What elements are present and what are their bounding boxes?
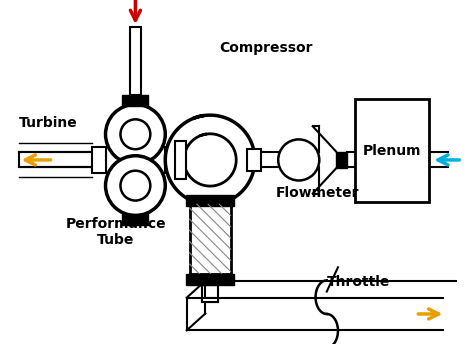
Text: Throttle: Throttle: [327, 275, 390, 289]
Circle shape: [278, 139, 319, 180]
Bar: [186, 195, 234, 206]
Text: Turbine: Turbine: [18, 116, 77, 130]
Bar: [92, 147, 106, 173]
Circle shape: [120, 119, 150, 149]
Bar: [355, 99, 429, 202]
Text: Flowmeter: Flowmeter: [275, 186, 359, 200]
Text: Plenum: Plenum: [363, 144, 421, 158]
Bar: [201, 286, 219, 302]
Polygon shape: [165, 115, 255, 205]
Text: Compressor: Compressor: [219, 41, 313, 56]
Bar: [247, 149, 262, 171]
Bar: [130, 27, 141, 95]
Bar: [186, 274, 234, 286]
Bar: [201, 197, 219, 204]
Circle shape: [120, 171, 150, 200]
Text: Performance
Tube: Performance Tube: [65, 217, 166, 247]
Bar: [122, 95, 148, 106]
Circle shape: [106, 105, 165, 164]
Circle shape: [106, 156, 165, 216]
Bar: [126, 159, 145, 160]
Bar: [165, 147, 178, 173]
Bar: [190, 204, 231, 274]
Bar: [122, 214, 148, 225]
Bar: [201, 298, 219, 302]
Bar: [336, 151, 347, 168]
Bar: [174, 141, 186, 179]
Bar: [18, 152, 106, 167]
